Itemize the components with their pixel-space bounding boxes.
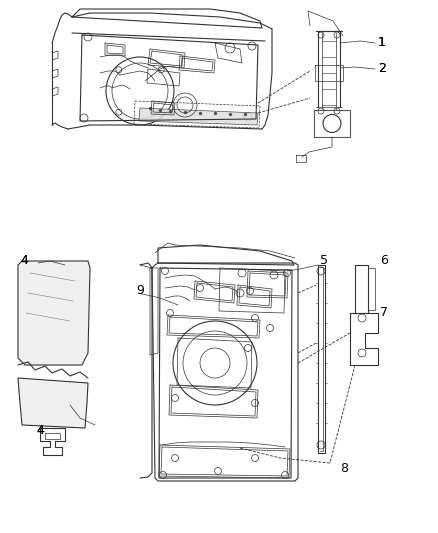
Text: 4: 4 (20, 254, 28, 268)
Text: 7: 7 (380, 306, 388, 319)
Polygon shape (18, 261, 90, 365)
Text: 4: 4 (36, 424, 44, 438)
Text: 5: 5 (320, 254, 328, 268)
Text: 8: 8 (340, 462, 348, 474)
Text: 2: 2 (378, 62, 386, 76)
Polygon shape (18, 378, 88, 428)
Text: 4: 4 (36, 424, 44, 438)
Text: 4: 4 (20, 254, 28, 268)
Polygon shape (139, 108, 258, 125)
Text: 9: 9 (136, 285, 144, 297)
Text: 1: 1 (378, 36, 386, 50)
Text: 2: 2 (378, 62, 386, 76)
Text: 6: 6 (380, 254, 388, 268)
Text: 1: 1 (378, 36, 386, 50)
